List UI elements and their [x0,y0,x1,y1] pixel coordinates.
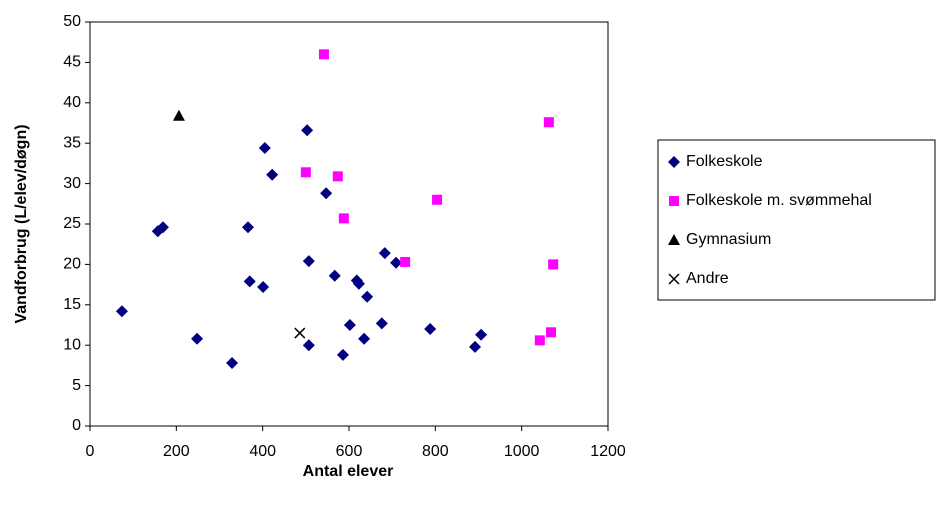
y-tick-label: 20 [63,256,81,273]
point [338,213,349,224]
y-tick-label: 25 [63,215,81,232]
y-tick-label: 40 [63,94,81,111]
point [266,168,279,181]
point [320,187,333,200]
legend-label: Folkeskole [686,153,763,170]
point [115,305,128,318]
x-tick-label: 800 [422,443,449,460]
y-tick-label: 35 [63,134,81,151]
point [301,124,314,137]
point [318,49,329,60]
legend-label: Andre [686,270,729,287]
point [424,323,437,336]
x-tick-label: 400 [249,443,276,460]
legend-marker [669,196,679,206]
x-axis-label: Antal elever [303,463,394,480]
point [469,340,482,353]
y-tick-label: 30 [63,175,81,192]
point [352,277,365,290]
x-tick-label: 1000 [504,443,540,460]
x-tick-label: 600 [336,443,363,460]
point [243,275,256,288]
y-tick-label: 10 [63,336,81,353]
point [302,339,315,352]
point [336,348,349,361]
legend-marker [668,273,680,285]
point [343,319,356,331]
y-tick-label: 5 [72,377,81,394]
x-tick-label: 0 [86,443,95,460]
point [172,109,185,121]
point [302,255,315,268]
x-tick-label: 200 [163,443,190,460]
point [328,269,341,282]
point [257,281,270,294]
point [378,247,391,260]
point [400,256,411,267]
x-tick-label: 1200 [590,443,626,460]
point [548,259,559,270]
y-tick-label: 15 [63,296,81,313]
point [358,332,371,345]
point [332,171,343,182]
legend-label: Folkeskole m. svømmehal [686,192,872,209]
y-tick-label: 0 [72,417,81,434]
y-axis-label: Vandforbrug (L/elev/døgn) [13,124,30,323]
y-tick-label: 50 [63,13,81,30]
y-tick-label: 45 [63,54,81,71]
point [475,328,488,341]
point [361,290,374,303]
point [156,221,169,234]
point [546,327,557,338]
legend-marker [668,156,680,168]
legend-marker [668,234,680,245]
legend-label: Gymnasium [686,231,771,248]
point [226,356,239,369]
legend-box [657,139,936,301]
point [294,327,306,339]
point [390,256,403,269]
point [241,221,254,234]
point [191,332,204,345]
point [258,142,271,155]
plot-frame [89,21,609,427]
point [543,117,554,128]
point [534,335,545,346]
point [375,317,388,330]
point [300,167,311,178]
point [432,194,443,205]
